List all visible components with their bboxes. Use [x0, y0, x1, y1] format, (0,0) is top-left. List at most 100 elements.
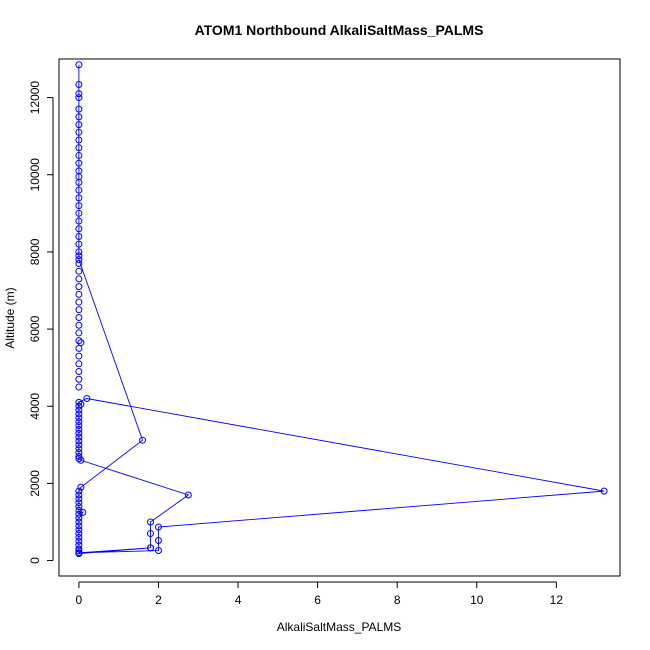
data-point — [75, 537, 83, 545]
data-point — [75, 61, 83, 69]
data-point — [75, 503, 83, 511]
data-point — [600, 487, 608, 495]
data-point — [75, 248, 83, 256]
data-point — [75, 360, 83, 368]
data-point — [75, 136, 83, 144]
data-point — [75, 217, 83, 225]
data-point — [75, 275, 83, 283]
data-point — [75, 441, 83, 449]
data-point — [75, 429, 83, 437]
data-point — [75, 526, 83, 534]
data-point — [75, 80, 83, 88]
data-point — [75, 352, 83, 360]
y-tick-label: 4000 — [28, 393, 42, 420]
data-point — [75, 186, 83, 194]
data-point — [75, 425, 83, 433]
data-point — [75, 178, 83, 186]
data-point — [75, 506, 83, 514]
data-point — [75, 547, 83, 555]
plot-frame — [58, 58, 621, 577]
data-point — [75, 314, 83, 321]
data-point — [75, 375, 83, 383]
data-point — [75, 422, 83, 430]
data-point — [75, 545, 83, 553]
data-point — [77, 483, 85, 491]
data-point — [75, 259, 83, 267]
data-point — [75, 418, 83, 426]
data-point — [139, 436, 147, 444]
data-point — [75, 252, 83, 260]
data-point — [147, 530, 155, 538]
data-point — [75, 398, 83, 406]
data-point — [75, 144, 83, 152]
x-tick-label: 0 — [76, 593, 83, 607]
data-point — [75, 487, 83, 495]
data-point — [75, 209, 83, 217]
data-point — [75, 194, 83, 202]
data-point — [75, 113, 83, 121]
y-tick-label: 8000 — [28, 238, 42, 265]
y-axis: 0 2000 4000 6000 8000 10000 12000 — [28, 81, 54, 564]
y-tick-label: 10000 — [28, 158, 42, 192]
data-point — [75, 549, 83, 557]
data-point — [75, 402, 83, 410]
data-point — [75, 337, 83, 345]
data-point — [75, 159, 83, 167]
data-point — [75, 94, 83, 102]
data-point — [75, 437, 83, 445]
data-point — [147, 544, 155, 552]
x-tick-label: 6 — [314, 593, 321, 607]
data-point — [75, 256, 83, 264]
data-point — [154, 537, 162, 545]
data-point — [75, 232, 83, 240]
data-point — [154, 547, 162, 555]
data-point — [75, 151, 83, 159]
data-point — [154, 523, 162, 531]
x-axis: 0 2 4 6 8 10 12 — [76, 581, 564, 607]
x-tick-label: 8 — [394, 593, 401, 607]
data-point — [75, 267, 83, 275]
data-point — [75, 414, 83, 422]
data-point — [75, 522, 83, 530]
data-point — [75, 452, 83, 460]
chart-title: ATOM1 Northbound AlkaliSaltMass_PALMS — [195, 22, 484, 38]
data-point — [77, 400, 85, 408]
data-point — [75, 344, 83, 352]
series-lines — [78, 64, 605, 555]
data-point — [75, 202, 83, 210]
data-point — [77, 456, 85, 464]
x-tick-label: 12 — [550, 593, 564, 607]
data-point — [75, 491, 83, 499]
series-line — [78, 64, 605, 555]
data-point — [75, 329, 83, 337]
data-point — [75, 368, 83, 376]
y-tick-label: 2000 — [28, 470, 42, 497]
data-point — [75, 90, 83, 98]
data-point — [75, 290, 83, 298]
data-point — [83, 395, 91, 403]
data-point — [75, 321, 83, 329]
y-axis-label: Altitude (m) — [3, 287, 17, 348]
data-point — [75, 455, 83, 463]
data-point — [79, 508, 87, 516]
data-point — [75, 128, 83, 136]
data-point — [75, 121, 83, 129]
y-tick-label: 0 — [28, 557, 42, 564]
data-point — [75, 433, 83, 441]
data-point — [184, 491, 192, 499]
data-point — [75, 240, 83, 248]
data-point — [75, 530, 83, 538]
data-point — [75, 510, 83, 518]
data-point — [75, 514, 83, 522]
series-points — [75, 61, 608, 558]
y-tick-label: 12000 — [28, 81, 42, 115]
data-point — [75, 306, 83, 314]
data-point — [75, 225, 83, 233]
x-tick-label: 10 — [470, 593, 484, 607]
data-point — [75, 533, 83, 541]
data-point — [75, 499, 83, 507]
y-tick-label: 6000 — [28, 315, 42, 342]
data-point — [75, 283, 83, 291]
data-point — [75, 518, 83, 526]
